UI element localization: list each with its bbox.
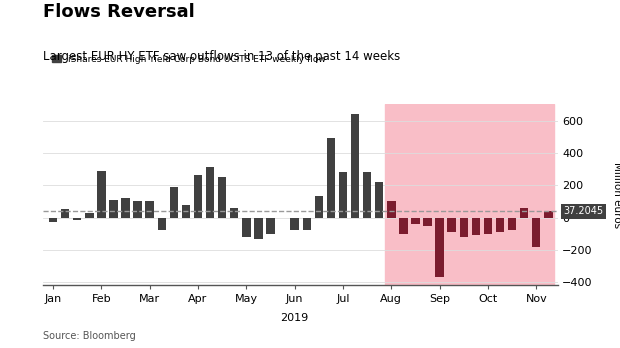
Bar bbox=[133, 201, 142, 218]
Text: Flows Reversal: Flows Reversal bbox=[43, 3, 195, 22]
Bar bbox=[170, 187, 178, 218]
Bar bbox=[242, 218, 250, 237]
Bar bbox=[61, 209, 69, 218]
Bar bbox=[122, 198, 130, 218]
Bar bbox=[182, 205, 190, 218]
Bar bbox=[544, 212, 552, 218]
Y-axis label: Million euros: Million euros bbox=[612, 162, 620, 228]
Bar bbox=[85, 213, 94, 218]
Bar bbox=[339, 172, 347, 218]
Text: Largest EUR HY ETF saw outflows in 13 of the past 14 weeks: Largest EUR HY ETF saw outflows in 13 of… bbox=[43, 50, 401, 63]
Bar bbox=[230, 208, 239, 218]
Bar bbox=[194, 175, 202, 218]
Text: 37.2045: 37.2045 bbox=[564, 206, 604, 216]
Bar bbox=[508, 218, 516, 230]
Bar bbox=[387, 201, 396, 218]
Bar bbox=[49, 218, 57, 222]
Bar bbox=[327, 139, 335, 218]
Bar bbox=[375, 182, 383, 218]
Bar bbox=[303, 218, 311, 230]
Bar bbox=[520, 208, 528, 218]
Bar bbox=[157, 218, 166, 230]
Bar bbox=[435, 218, 444, 277]
Bar bbox=[314, 197, 323, 218]
Bar bbox=[218, 177, 226, 218]
Legend: iShares EUR High Yield Corp Bond UCITS ETF weekly flow: iShares EUR High Yield Corp Bond UCITS E… bbox=[48, 51, 329, 67]
Bar bbox=[484, 218, 492, 234]
Bar bbox=[206, 167, 215, 218]
Bar bbox=[351, 114, 359, 218]
Bar bbox=[385, 104, 554, 285]
Bar bbox=[73, 218, 81, 220]
Bar bbox=[254, 218, 263, 239]
Bar bbox=[146, 201, 154, 218]
Bar bbox=[496, 218, 504, 232]
Bar bbox=[423, 218, 432, 226]
Bar bbox=[532, 218, 541, 247]
Text: 2019: 2019 bbox=[280, 313, 309, 323]
Bar bbox=[363, 172, 371, 218]
Bar bbox=[266, 218, 275, 234]
Bar bbox=[290, 218, 299, 230]
Bar bbox=[411, 218, 420, 224]
Bar bbox=[459, 218, 468, 237]
Bar bbox=[109, 200, 118, 218]
Bar bbox=[399, 218, 407, 234]
Bar bbox=[97, 171, 105, 218]
Bar bbox=[472, 218, 480, 235]
Bar bbox=[448, 218, 456, 232]
Text: Source: Bloomberg: Source: Bloomberg bbox=[43, 331, 136, 341]
